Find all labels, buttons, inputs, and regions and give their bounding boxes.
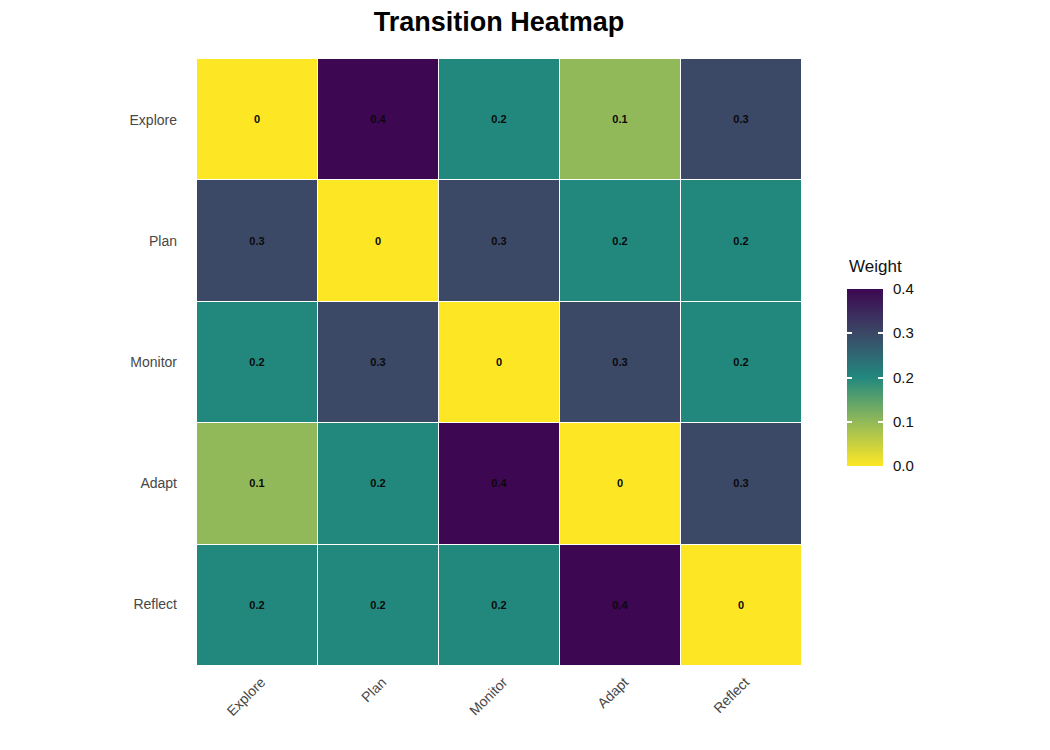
heatmap-cell: 0.2 (197, 545, 317, 665)
heatmap-grid: 0 0.4 0.2 0.1 0.3 0.3 0 0.3 0.2 0.2 0.2 0.3 0 0.3 0.2 0… (197, 59, 801, 665)
cell-value: 0.2 (249, 356, 264, 368)
cell-value: 0.3 (733, 113, 748, 125)
legend-tick-label: 0.4 (893, 280, 943, 298)
x-axis-label: Reflect (649, 674, 753, 750)
heatmap-cell: 0.2 (318, 545, 438, 665)
legend-tick-label: 0.1 (893, 413, 943, 431)
x-axis-label: Plan (286, 674, 390, 750)
heatmap-cell: 0.3 (439, 180, 559, 300)
heatmap-cell: 0.3 (318, 302, 438, 422)
legend-tick-mark (878, 377, 883, 379)
cell-value: 0.1 (249, 477, 264, 489)
legend-tick-mark (847, 332, 852, 334)
cell-value: 0 (496, 356, 502, 368)
legend-tick-mark (878, 421, 883, 423)
x-axis-label: Monitor (407, 674, 511, 750)
heatmap-cell: 0.2 (681, 302, 801, 422)
cell-value: 0 (738, 599, 744, 611)
cell-value: 0.3 (249, 235, 264, 247)
x-axis-label: Explore (165, 674, 269, 750)
heatmap-cell: 0 (560, 423, 680, 543)
heatmap-cell: 0.4 (439, 423, 559, 543)
heatmap-cell: 0.3 (560, 302, 680, 422)
y-axis-label: Adapt (0, 423, 177, 544)
heatmap-cell: 0.4 (560, 545, 680, 665)
cell-value: 0.2 (370, 477, 385, 489)
cell-value: 0.2 (249, 599, 264, 611)
cell-value: 0.2 (733, 235, 748, 247)
legend: Weight 0.4 0.3 0.2 0.1 0.0 (847, 257, 1007, 487)
heatmap-cell: 0.3 (681, 423, 801, 543)
cell-value: 0.4 (491, 477, 506, 489)
legend-title: Weight (849, 257, 902, 277)
heatmap-cell: 0 (197, 59, 317, 179)
legend-tick-mark (847, 377, 852, 379)
heatmap-cell: 0.4 (318, 59, 438, 179)
cell-value: 0.3 (612, 356, 627, 368)
y-axis-label: Monitor (0, 301, 177, 422)
cell-value: 0.3 (733, 477, 748, 489)
cell-value: 0 (617, 477, 623, 489)
cell-value: 0.2 (612, 235, 627, 247)
transition-heatmap-figure: Transition Heatmap 00.40.20.10.30.300.30… (0, 0, 1050, 750)
y-axis-label: Reflect (0, 544, 177, 665)
cell-value: 0.2 (370, 599, 385, 611)
heatmap-cell: 0.2 (439, 59, 559, 179)
legend-tick-mark (847, 421, 852, 423)
cell-value: 0.4 (370, 113, 385, 125)
heatmap-cell: 0.1 (560, 59, 680, 179)
heatmap-cell: 0 (439, 302, 559, 422)
y-axis-label: Explore (0, 59, 177, 180)
cell-value: 0.3 (370, 356, 385, 368)
x-axis-label: Adapt (528, 674, 632, 750)
heatmap-cell: 0.3 (197, 180, 317, 300)
cell-value: 0.2 (733, 356, 748, 368)
heatmap-cell: 0.2 (681, 180, 801, 300)
legend-tick-mark (878, 332, 883, 334)
cell-value: 0.2 (491, 113, 506, 125)
cell-value: 0 (375, 235, 381, 247)
heatmap-cell: 0.2 (197, 302, 317, 422)
cell-value: 0.4 (612, 599, 627, 611)
heatmap-cell: 0.2 (439, 545, 559, 665)
chart-title: Transition Heatmap (197, 7, 801, 38)
y-axis-label: Plan (0, 180, 177, 301)
cell-value: 0.3 (491, 235, 506, 247)
legend-tick-label: 0.0 (893, 457, 943, 475)
cell-value: 0 (254, 113, 260, 125)
cell-value: 0.1 (612, 113, 627, 125)
heatmap-cell: 0 (681, 545, 801, 665)
legend-tick-label: 0.2 (893, 369, 943, 387)
heatmap-cell: 0.2 (318, 423, 438, 543)
heatmap-cell: 0.3 (681, 59, 801, 179)
y-axis: ExplorePlanMonitorAdaptReflect (0, 59, 177, 665)
heatmap-cell: 0 (318, 180, 438, 300)
cell-value: 0.2 (491, 599, 506, 611)
x-axis: ExplorePlanMonitorAdaptReflect (197, 665, 801, 750)
legend-tick-label: 0.3 (893, 324, 943, 342)
heatmap-cell: 0.1 (197, 423, 317, 543)
heatmap-cell: 0.2 (560, 180, 680, 300)
